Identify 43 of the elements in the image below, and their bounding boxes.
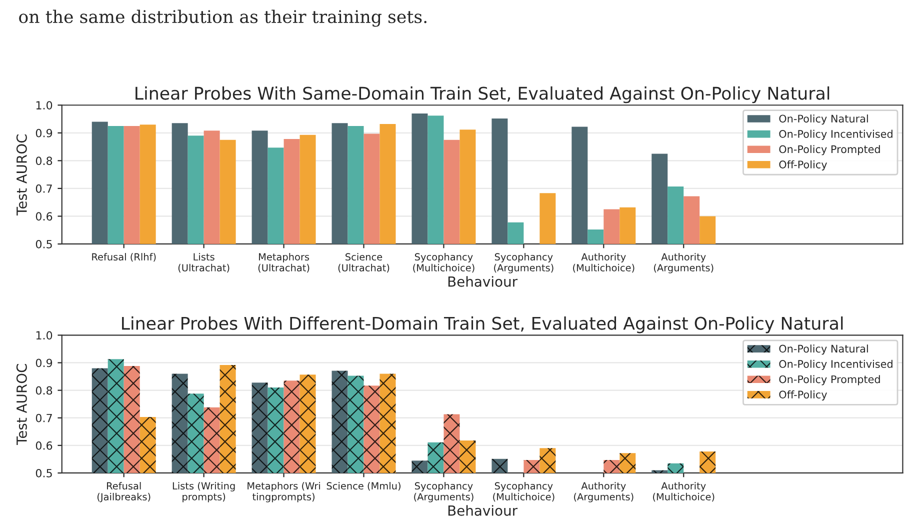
text: on the same distribution as their training sets. bbox=[19, 10, 426, 27]
x-tick-label: Refusal (Rlhf) bbox=[92, 253, 156, 262]
y-tick-label: 0.7 bbox=[36, 184, 52, 193]
y-tick-label: 0.5 bbox=[36, 468, 52, 478]
y-tick-label: 0.6 bbox=[36, 441, 52, 450]
legend-label: On-Policy Natural bbox=[779, 344, 868, 355]
legend-label: Off-Policy bbox=[779, 160, 827, 170]
x-tick-label: Sycophancy (Arguments) bbox=[414, 482, 474, 502]
legend-label: On-Policy Prompted bbox=[779, 375, 880, 386]
x-tick-label: Lists (Writing prompts) bbox=[172, 482, 235, 502]
x-tick-label: Sycophancy (Arguments) bbox=[494, 253, 554, 274]
x-axis-title: Behaviour bbox=[448, 505, 518, 516]
x-tick-label: Lists (Ultrachat) bbox=[178, 253, 230, 273]
x-tick-label: Sycophancy (Multichoice) bbox=[493, 482, 554, 502]
x-tick-label: Authority (Arguments) bbox=[654, 253, 714, 274]
y-tick-label: 0.7 bbox=[36, 414, 52, 422]
x-tick-label: Sycophancy (Multichoice) bbox=[413, 253, 474, 273]
x-tick-label: Metaphors (Wri tingprompts) bbox=[248, 482, 320, 502]
y-tick-label: 1.0 bbox=[36, 101, 52, 110]
chart-title: Linear Probes With Different-Domain Train Set, Evaluated Against On-Policy Natural bbox=[122, 316, 843, 334]
y-tick-label: 0.5 bbox=[36, 240, 52, 248]
y-tick-label: 0.8 bbox=[36, 156, 52, 166]
x-tick-label: Metaphors (Ultrachat) bbox=[258, 253, 310, 273]
legend-label: On-Policy Incentivised bbox=[779, 360, 892, 370]
legend-label: On-Policy Incentivised bbox=[779, 130, 892, 140]
legend-label: Off-Policy bbox=[779, 390, 827, 400]
legend-label: On-Policy Natural bbox=[779, 114, 868, 125]
y-tick-label: 0.9 bbox=[36, 128, 52, 138]
legend-label: On-Policy Prompted bbox=[779, 145, 880, 156]
x-tick-label: Science (Mmlu) bbox=[326, 482, 400, 491]
x-tick-label: Authority (Multichoice) bbox=[573, 253, 634, 273]
y-tick-label: 0.6 bbox=[36, 212, 52, 221]
x-tick-label: Authority (Multichoice) bbox=[653, 482, 714, 502]
y-tick-label: 0.8 bbox=[36, 386, 52, 395]
y-axis-title: Test AUROC bbox=[16, 134, 27, 216]
chart-title: Linear Probes With Same-Domain Train Set, Evaluated Against On-Policy Natural bbox=[136, 86, 830, 104]
x-tick-label: Refusal (Jailbreaks) bbox=[97, 482, 150, 502]
x-tick-label: Science (Ultrachat) bbox=[338, 253, 390, 273]
y-axis-title: Test AUROC bbox=[16, 364, 27, 445]
x-tick-label: Authority (Arguments) bbox=[574, 482, 634, 502]
y-tick-label: 1.0 bbox=[36, 331, 52, 340]
x-axis-title: Behaviour bbox=[448, 276, 518, 287]
y-tick-label: 0.9 bbox=[36, 358, 52, 368]
